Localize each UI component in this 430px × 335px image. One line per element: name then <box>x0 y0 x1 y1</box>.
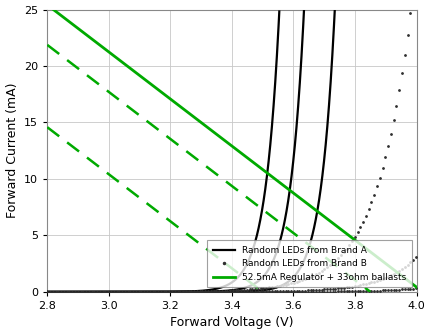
Legend: Random LEDs from Brand A, Random LEDs from Brand B, 52.5mA Regulator + 33ohm bal: Random LEDs from Brand A, Random LEDs fr… <box>207 241 411 287</box>
X-axis label: Forward Voltage (V): Forward Voltage (V) <box>170 317 293 329</box>
Y-axis label: Forward Current (mA): Forward Current (mA) <box>6 83 18 218</box>
